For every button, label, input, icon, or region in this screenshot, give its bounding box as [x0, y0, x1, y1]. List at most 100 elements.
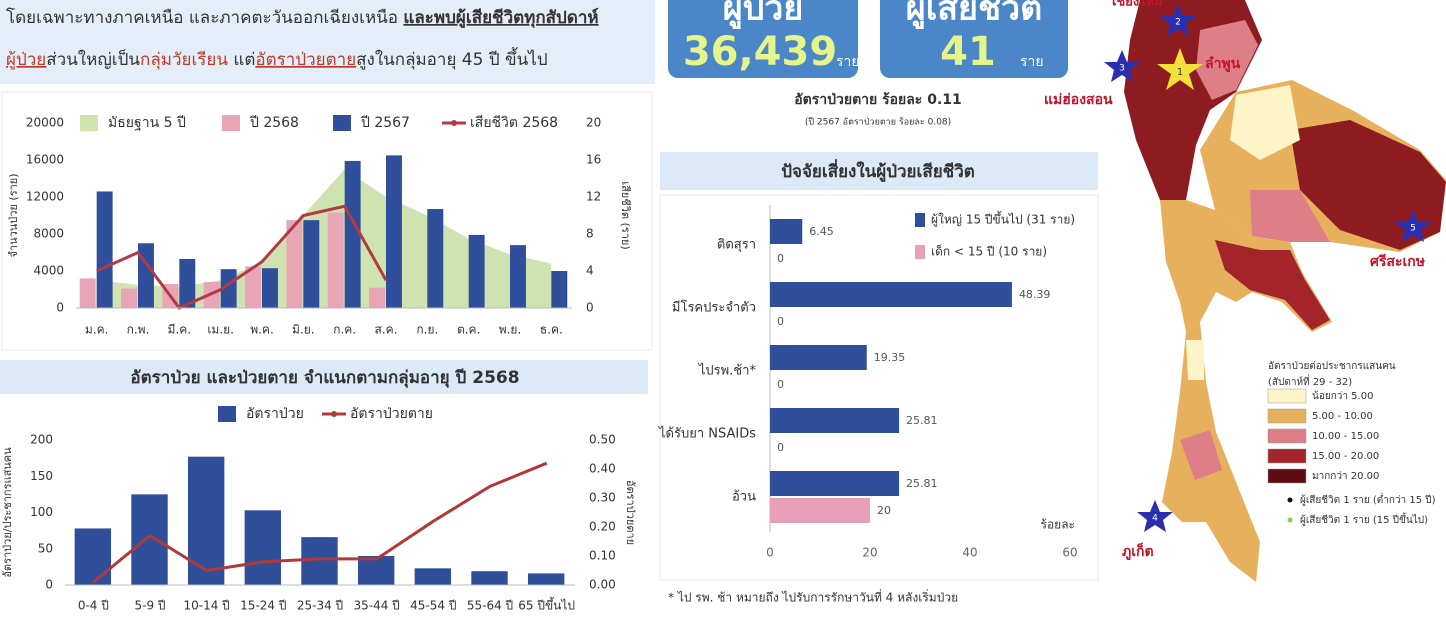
- stat-unit: ราย: [836, 54, 860, 70]
- legend-label: ผู้เสียชีวิต 1 ราย (ต่ำกว่า 15 ปี): [1300, 492, 1436, 506]
- bar: [770, 219, 803, 244]
- legend-swatch: [333, 115, 351, 131]
- place-label: ศรีสะเกษ: [1370, 254, 1425, 270]
- header-text: แต่: [228, 50, 255, 70]
- y-tick-label: 200: [30, 433, 53, 447]
- region: [1230, 85, 1300, 160]
- star: [1104, 50, 1140, 82]
- bar: [96, 191, 113, 308]
- legend-label: มัธยฐาน 5 ปี: [108, 115, 186, 131]
- y-tick-label: 0.20: [589, 520, 616, 534]
- stat-box: [668, 0, 858, 78]
- place-label: แม่ฮ่องสอน: [1044, 92, 1113, 108]
- header-line1: โดยเฉพาะทางภาคเหนือ และภาคตะวันออกเฉียงเ…: [6, 7, 599, 29]
- legend-swatch: [1267, 408, 1307, 424]
- star: [1157, 48, 1203, 90]
- y-axis-label: อัตราป่วย/ประชากรแสนคน: [1, 447, 14, 578]
- header-panel: [0, 0, 655, 84]
- legend-label: ปี 2568: [250, 115, 299, 131]
- bar: [386, 155, 402, 308]
- bar: [179, 258, 196, 308]
- star-number: 3: [1119, 64, 1125, 74]
- star-number: 5: [1410, 224, 1416, 234]
- y-tick-label: 0.50: [589, 433, 616, 447]
- x-tick-label: ต.ค.: [457, 323, 480, 337]
- bar: [79, 278, 96, 308]
- legend-swatch: [1267, 468, 1307, 484]
- stat-box: [880, 0, 1068, 78]
- region: [1215, 240, 1330, 330]
- x-tick-label: 65 ปีขึ้นไป: [518, 597, 575, 613]
- x-tick-label: ม.ค.: [85, 323, 109, 337]
- y-tick-label: 4: [586, 264, 594, 278]
- title-band: [0, 360, 648, 394]
- y-tick-label: 8: [586, 227, 594, 241]
- legend-label: อัตราป่วยตาย: [350, 406, 433, 422]
- data-label: 0: [777, 315, 784, 328]
- x-tick-label: ก.ค.: [333, 323, 356, 337]
- bar: [770, 498, 870, 523]
- y2-axis-label: เสียชีวิต (ราย): [619, 181, 632, 249]
- bar: [414, 568, 452, 585]
- region: [1250, 190, 1330, 242]
- bar: [551, 271, 568, 308]
- x-tick-label: พ.ย.: [499, 323, 522, 337]
- line: [96, 204, 388, 310]
- data-label: 0: [777, 252, 784, 265]
- stat-value: 36,439: [683, 29, 837, 75]
- legend-label: ผู้ใหญ่ 15 ปีขึ้นไป (31 ราย): [931, 211, 1075, 228]
- bar: [187, 456, 225, 585]
- y-tick-label: ไปรพ.ช้า*: [698, 363, 757, 379]
- y-tick-label: อ้วน: [732, 490, 756, 505]
- x-tick-label: 40: [962, 546, 977, 560]
- legend-swatch: [451, 120, 457, 126]
- legend-swatch: [1267, 448, 1307, 464]
- x-axis-label: ร้อยละ: [1041, 518, 1075, 532]
- legend-label: น้อยกว่า 5.00: [1312, 390, 1373, 402]
- bar: [344, 160, 361, 308]
- star-number: 4: [1152, 514, 1158, 524]
- map-stars: 1 2 3 5 4: [1104, 4, 1431, 532]
- legend-label: ปี 2567: [361, 115, 410, 131]
- bar: [427, 209, 444, 308]
- x-tick-label: 10-14 ปี: [184, 599, 230, 613]
- bar: [245, 266, 261, 308]
- x-tick-label: 20: [862, 546, 877, 560]
- legend-label: 5.00 - 10.00: [1312, 411, 1373, 422]
- map-legend-subtitle: (สัปดาห์ที่ 29 - 32): [1268, 374, 1352, 388]
- star-number: 1: [1177, 67, 1183, 78]
- cfr: อัตราป่วยตาย ร้อยละ 0.11: [794, 92, 962, 108]
- x-tick-label: 0-4 ปี: [78, 599, 109, 613]
- header-emphasis: อัตราป่วยตาย: [255, 50, 356, 70]
- y-tick-label: 0.10: [589, 549, 616, 563]
- bar: [121, 288, 137, 308]
- footnote: * ไป รพ. ช้า หมายถึง ไปรับการรักษาวันที่…: [668, 589, 958, 605]
- bar: [262, 268, 278, 308]
- bar: [770, 345, 867, 370]
- y2-axis-label: อัตราป่วยตาย: [624, 480, 637, 545]
- y-tick-label: 0: [45, 578, 53, 592]
- x-tick-label: 5-9 ปี: [134, 599, 165, 613]
- panel: [659, 194, 1099, 581]
- y-tick-label: 150: [30, 469, 53, 483]
- y-tick-label: 20000: [26, 116, 64, 130]
- bar: [471, 571, 508, 585]
- legend-label: เด็ก < 15 ปี (10 ราย): [931, 244, 1047, 259]
- y-tick-label: 100: [30, 505, 53, 519]
- bar: [286, 220, 303, 308]
- legend-marker: [1287, 497, 1293, 503]
- header-emphasis: กลุ่มวัยเรียน: [140, 50, 228, 70]
- legend-label: 10.00 - 15.00: [1312, 431, 1379, 442]
- legend-swatch: [915, 213, 925, 227]
- bar: [327, 212, 344, 308]
- x-tick-label: ก.ย.: [416, 323, 438, 337]
- x-tick-label: 60: [1062, 546, 1077, 560]
- legend-swatch: [80, 115, 98, 131]
- legend-swatch: [1267, 388, 1307, 404]
- star-number: 2: [1175, 18, 1181, 28]
- y-tick-label: 12: [586, 190, 601, 204]
- legend-label: เสียชีวิต 2568: [470, 115, 558, 131]
- chart-title: ปัจจัยเสี่ยงในผู้ป่วยเสียชีวิต: [781, 159, 975, 183]
- stat-unit: ราย: [1020, 54, 1044, 70]
- legend-swatch: [1267, 428, 1307, 444]
